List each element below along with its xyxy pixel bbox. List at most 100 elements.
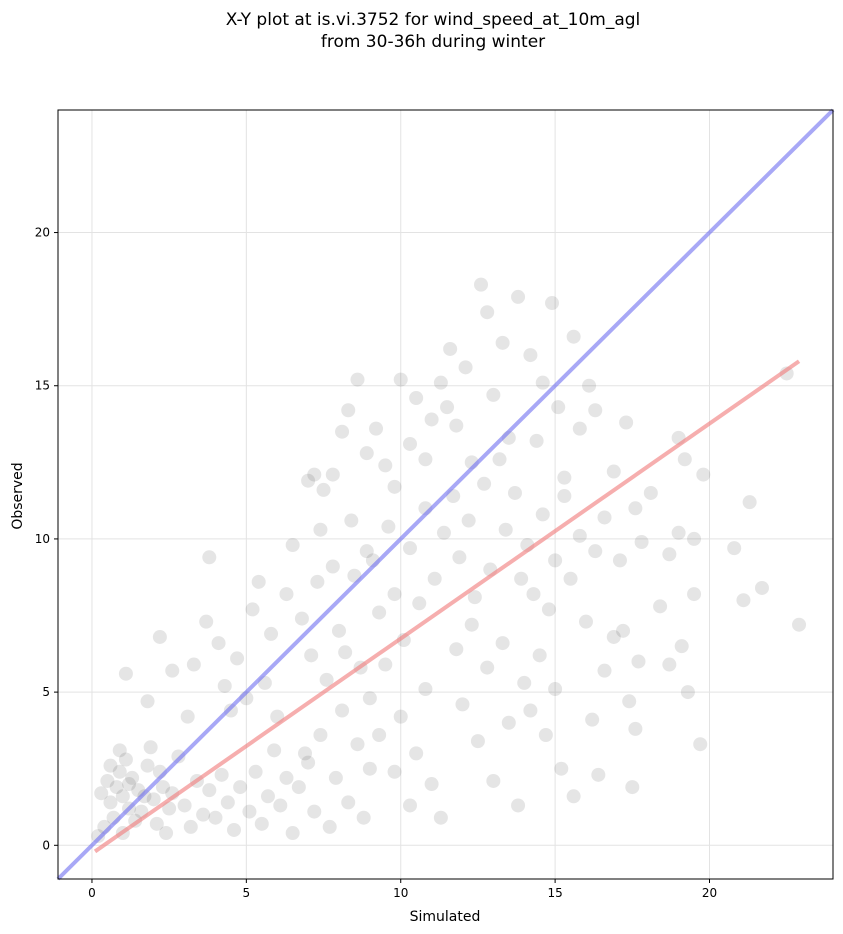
scatter-point: [566, 329, 581, 344]
scatter-point: [693, 737, 708, 752]
scatter-point: [680, 685, 695, 700]
scatter-point: [140, 758, 155, 773]
scatter-point: [578, 614, 593, 629]
scatter-point: [183, 819, 198, 834]
scatter-point: [381, 519, 396, 534]
scatter-point: [511, 289, 526, 304]
scatter-point: [514, 571, 529, 586]
scatter-point: [409, 746, 424, 761]
scatter-point: [149, 816, 164, 831]
scatter-point: [625, 780, 640, 795]
scatter-point: [480, 660, 495, 675]
scatter-point: [307, 467, 322, 482]
scatter-point: [393, 372, 408, 387]
scatter-point: [387, 479, 402, 494]
scatter-point: [492, 452, 507, 467]
scatter-point: [112, 743, 127, 758]
scatter-point: [301, 755, 316, 770]
scatter-point: [662, 657, 677, 672]
x-tick-label: 15: [547, 886, 562, 900]
scatter-point: [180, 709, 195, 724]
scatter-point: [196, 807, 211, 822]
scatter-point: [424, 412, 439, 427]
scatter-point: [455, 697, 470, 712]
scatter-point: [313, 522, 328, 537]
scatter-point: [606, 464, 621, 479]
scatter-point: [452, 550, 467, 565]
x-tick-label: 0: [88, 886, 96, 900]
scatter-point: [792, 617, 807, 632]
scatter-point: [458, 360, 473, 375]
scatter-point: [226, 822, 241, 837]
scatter-point: [115, 789, 130, 804]
scatter-point: [260, 789, 275, 804]
scatter-point: [143, 740, 158, 755]
scatter-point: [572, 421, 587, 436]
scatter-point: [507, 485, 522, 500]
scatter-point: [372, 605, 387, 620]
scatter-point: [498, 522, 513, 537]
scatter-point: [91, 829, 106, 844]
scatter-point: [557, 489, 572, 504]
scatter-point: [378, 657, 393, 672]
scatter-point: [529, 433, 544, 448]
scatter-point: [412, 596, 427, 611]
scatter-point: [418, 452, 433, 467]
x-tick-label: 5: [243, 886, 251, 900]
scatter-point: [359, 446, 374, 461]
scatter-point: [727, 541, 742, 556]
y-tick-label: 15: [35, 379, 50, 393]
scatter-point: [687, 531, 702, 546]
scatter-point: [511, 798, 526, 813]
scatter-point: [165, 663, 180, 678]
scatter-point: [214, 767, 229, 782]
scatter-point: [628, 501, 643, 516]
scatter-point: [285, 538, 300, 553]
scatter-point: [322, 819, 337, 834]
scatter-point: [440, 400, 455, 415]
scatter-point: [369, 421, 384, 436]
scatter-point: [585, 712, 600, 727]
scatter-point: [470, 734, 485, 749]
scatter-point: [461, 513, 476, 528]
scatter-point: [137, 789, 152, 804]
scatter-point: [616, 623, 631, 638]
scatter-point: [118, 752, 133, 767]
scatter-point: [409, 390, 424, 405]
scatter-point: [362, 761, 377, 776]
scatter-point: [103, 758, 118, 773]
scatter-point: [159, 826, 174, 841]
scatter-point: [100, 773, 115, 788]
scatter-point: [566, 789, 581, 804]
scatter-point: [464, 617, 479, 632]
y-tick-label: 0: [42, 838, 50, 852]
scatter-point: [634, 534, 649, 549]
scatter-point: [687, 587, 702, 602]
scatter-point: [402, 798, 417, 813]
scatter-point: [612, 553, 627, 568]
scatter-point: [526, 587, 541, 602]
scatter-point: [177, 798, 192, 813]
scatter-point: [643, 485, 658, 500]
scatter-point: [291, 780, 306, 795]
scatter-point: [532, 648, 547, 663]
scatter-point: [202, 783, 217, 798]
scatter-point: [433, 375, 448, 390]
scatter-point: [418, 682, 433, 697]
scatter-point: [674, 639, 689, 654]
scatter-point: [310, 574, 325, 589]
scatter-point: [541, 602, 556, 617]
scatter-point: [631, 654, 646, 669]
scatter-point: [344, 513, 359, 528]
scatter-point: [171, 749, 186, 764]
scatter-point: [538, 728, 553, 743]
scatter-point: [548, 682, 563, 697]
scatter-point: [356, 810, 371, 825]
scatter-point: [109, 780, 124, 795]
scatter-point: [122, 777, 137, 792]
scatter-point: [424, 777, 439, 792]
scatter-point: [202, 550, 217, 565]
scatter-point: [671, 525, 686, 540]
scatter-point: [125, 770, 140, 785]
